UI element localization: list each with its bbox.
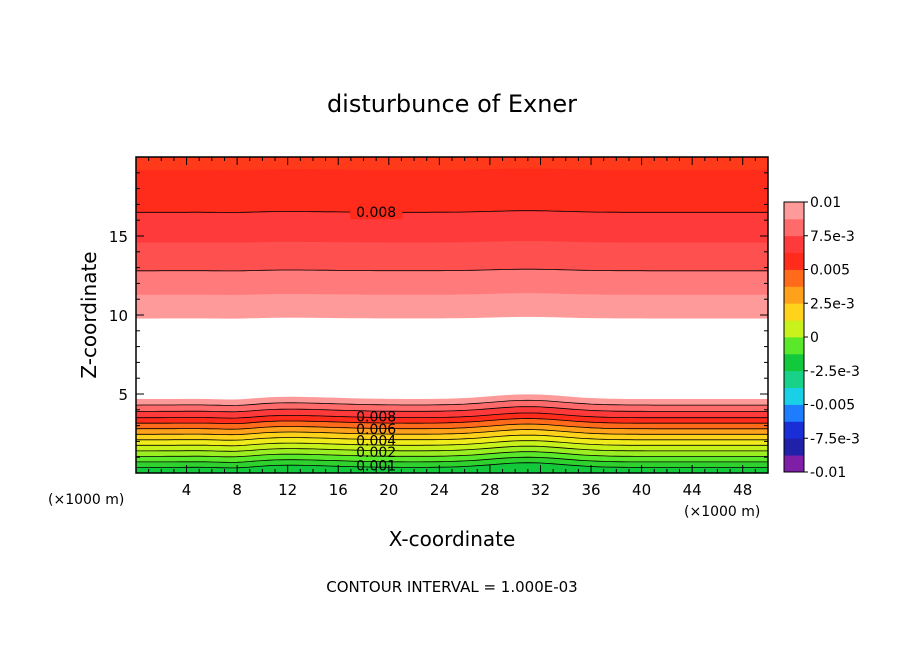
colorbar-segment bbox=[784, 421, 804, 439]
x-axis-label: X-coordinate bbox=[389, 527, 516, 551]
y-tick-label: 15 bbox=[109, 228, 128, 246]
colorbar-segment bbox=[784, 387, 804, 405]
x-tick-label: 16 bbox=[329, 481, 348, 499]
contour-band bbox=[135, 210, 769, 243]
colorbar: 0.01 7.5e-3 0.005 2.5e-3 0 -2.5e-3 -0.005 -7.5e… bbox=[783, 195, 860, 481]
contour-line bbox=[135, 423, 768, 430]
colorbar-segment bbox=[784, 455, 804, 473]
contour-band bbox=[135, 240, 769, 272]
x-tick-label: 12 bbox=[278, 481, 297, 499]
colorbar-segment bbox=[784, 252, 804, 270]
contour-plot-area bbox=[135, 156, 769, 474]
contour-line bbox=[136, 418, 768, 424]
contour-line bbox=[136, 462, 768, 469]
contour-line bbox=[135, 399, 768, 406]
x-tick-label: 4 bbox=[182, 481, 192, 499]
x-tick-label: 32 bbox=[531, 481, 550, 499]
colorbar-tick-label: -7.5e-3 bbox=[810, 431, 860, 447]
colorbar-tick-label: 0.005 bbox=[810, 263, 850, 279]
contour-label: 0.008 bbox=[356, 205, 396, 221]
contour-line bbox=[136, 268, 768, 272]
colorbar-tick-label: 7.5e-3 bbox=[810, 229, 855, 245]
colorbar-tick-label: -0.01 bbox=[810, 465, 846, 481]
contour-interval-note: CONTOUR INTERVAL = 1.000E-03 bbox=[326, 578, 577, 596]
x-tick-label: 24 bbox=[430, 481, 449, 499]
contour-label: 0.008 bbox=[356, 410, 396, 426]
colorbar-segment bbox=[784, 235, 804, 254]
y-axis-ticks: 5 10 15 bbox=[109, 172, 768, 458]
contour-label: 0.006 bbox=[356, 422, 396, 438]
x-tick-label: 40 bbox=[632, 481, 651, 499]
contour-line bbox=[136, 456, 768, 463]
y-axis-label: Z-coordinate bbox=[77, 251, 101, 378]
colorbar-tick-label: -0.005 bbox=[810, 398, 855, 414]
x-unit-label-right: (×1000 m) bbox=[684, 504, 760, 520]
contour-line bbox=[136, 445, 768, 452]
colorbar-segment bbox=[784, 269, 804, 287]
contour-band bbox=[135, 268, 769, 295]
y-tick-label: 5 bbox=[118, 386, 128, 404]
contour-line bbox=[136, 412, 768, 419]
contour-band bbox=[135, 167, 769, 213]
x-axis-ticks: 4 8 12 16 20 24 28 32 36 40 44 48 bbox=[148, 157, 756, 499]
x-tick-label: 8 bbox=[232, 481, 242, 499]
colorbar-segment bbox=[784, 286, 804, 304]
x-unit-label-left: (×1000 m) bbox=[48, 492, 124, 508]
colorbar-segment bbox=[784, 218, 804, 237]
x-tick-label: 36 bbox=[581, 481, 600, 499]
contour-label: 0.004 bbox=[356, 433, 396, 449]
contour-label: 0.001 bbox=[356, 459, 396, 475]
contour-band bbox=[135, 292, 769, 319]
colorbar-segment bbox=[784, 303, 804, 321]
colorbar-segment bbox=[784, 353, 804, 372]
x-tick-label: 20 bbox=[379, 481, 398, 499]
contour-line bbox=[136, 210, 768, 213]
colorbar-tick-label: 0 bbox=[810, 330, 819, 346]
colorbar-segment bbox=[784, 438, 804, 456]
colorbar-tick-label: 0.01 bbox=[810, 195, 841, 211]
colorbar-segment bbox=[784, 320, 804, 338]
chart-title: disturbunce of Exner bbox=[327, 90, 577, 118]
colorbar-tick-label: -2.5e-3 bbox=[810, 364, 860, 380]
colorbar-segment bbox=[784, 370, 804, 389]
contour-line bbox=[136, 451, 768, 458]
colorbar-segment bbox=[784, 404, 804, 422]
x-tick-label: 28 bbox=[480, 481, 499, 499]
colorbar-segment bbox=[784, 337, 804, 355]
colorbar-segment bbox=[784, 202, 804, 220]
x-tick-label: 44 bbox=[683, 481, 702, 499]
contour-line bbox=[136, 434, 768, 441]
contour-label: 0.002 bbox=[356, 445, 396, 461]
contour-line bbox=[136, 406, 768, 413]
contour-band bbox=[135, 316, 769, 400]
contour-line bbox=[136, 429, 768, 436]
contour-label-bg bbox=[350, 204, 403, 220]
contour-line bbox=[136, 440, 768, 447]
y-tick-label: 10 bbox=[109, 307, 128, 325]
colorbar-tick-label: 2.5e-3 bbox=[810, 296, 855, 312]
x-tick-label: 48 bbox=[733, 481, 752, 499]
